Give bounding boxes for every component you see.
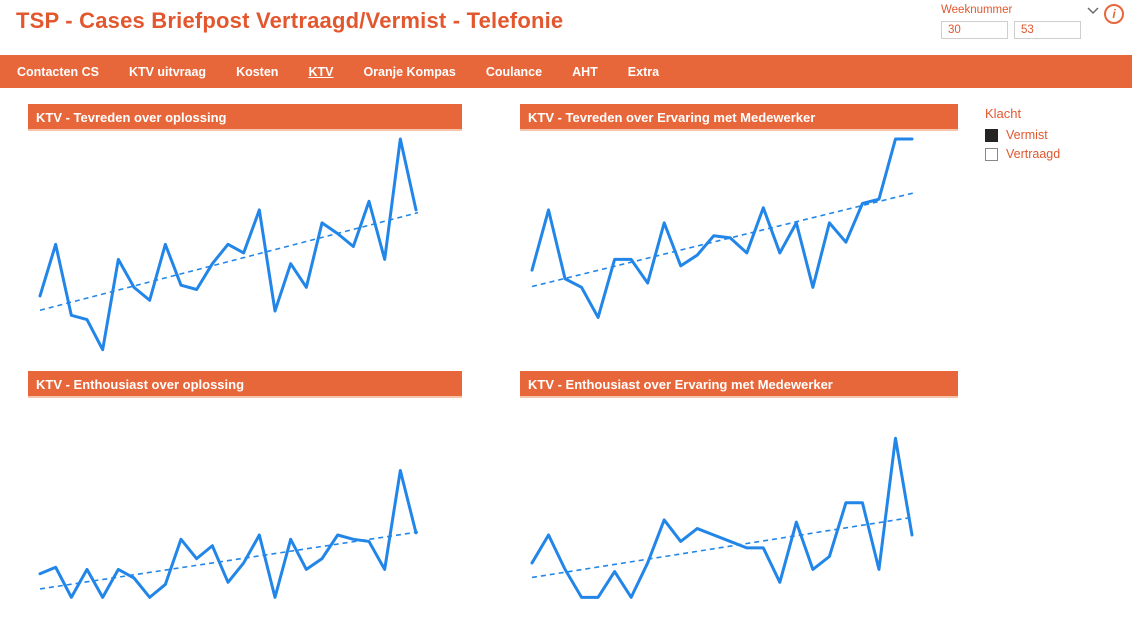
chart-title: KTV - Tevreden over oplossing — [28, 104, 462, 131]
page-title: TSP - Cases Briefpost Vertraagd/Vermist … — [16, 8, 564, 33]
trend-line — [531, 192, 915, 288]
chart-card-tevreden-medewerker: KTV - Tevreden over Ervaring met Medewer… — [520, 104, 958, 365]
tab-kosten[interactable]: Kosten — [236, 64, 279, 79]
line-chart-tevreden-medewerker[interactable] — [520, 131, 958, 365]
chart-card-enthousiast-oplossing: KTV - Enthousiast over oplossing — [28, 371, 462, 634]
line-chart-enthousiast-medewerker[interactable] — [520, 398, 958, 634]
line-chart-enthousiast-oplossing[interactable] — [28, 398, 462, 634]
data-line — [530, 436, 914, 599]
week-to-input[interactable] — [1014, 21, 1081, 39]
chart-title: KTV - Enthousiast over Ervaring met Mede… — [520, 371, 958, 398]
data-line — [38, 137, 418, 352]
line-chart-tevreden-oplossing[interactable] — [28, 131, 462, 365]
week-filter-label: Weeknummer — [941, 4, 1013, 16]
tab-ktv-uitvraag[interactable]: KTV uitvraag — [128, 64, 207, 79]
chart-title: KTV - Tevreden over Ervaring met Medewer… — [520, 104, 958, 131]
tab-aht[interactable]: AHT — [572, 64, 598, 79]
legend-item-vertraagd[interactable]: Vertraagd — [985, 147, 1125, 161]
tab-extra[interactable]: Extra — [627, 64, 660, 79]
chart-title: KTV - Enthousiast over oplossing — [28, 371, 462, 398]
data-line — [38, 469, 418, 599]
legend-item-label: Vermist — [1006, 128, 1048, 142]
klacht-legend: Klacht Vermist Vertraagd — [985, 106, 1125, 166]
legend-title: Klacht — [985, 106, 1022, 121]
legend-items: Vermist Vertraagd — [985, 128, 1125, 161]
info-icon[interactable]: i — [1104, 4, 1124, 24]
legend-item-label: Vertraagd — [1006, 147, 1061, 161]
chart-card-tevreden-oplossing: KTV - Tevreden over oplossing — [28, 104, 462, 365]
chart-card-enthousiast-medewerker: KTV - Enthousiast over Ervaring met Mede… — [520, 371, 958, 634]
trend-line — [531, 516, 915, 579]
trend-line — [39, 211, 419, 312]
week-from-input[interactable] — [941, 21, 1008, 39]
tab-ktv[interactable]: KTV — [308, 64, 334, 79]
legend-item-vermist[interactable]: Vermist — [985, 128, 1125, 142]
tab-coulance[interactable]: Coulance — [485, 64, 543, 79]
data-line — [530, 137, 914, 319]
tab-oranje-kompas[interactable]: Oranje Kompas — [363, 64, 456, 79]
chevron-down-icon[interactable] — [1086, 6, 1100, 16]
checkbox-checked-icon[interactable] — [985, 128, 998, 142]
checkbox-unchecked-icon[interactable] — [985, 147, 998, 161]
tab-contacten-cs[interactable]: Contacten CS — [17, 64, 99, 79]
nav-bar: Contacten CS KTV uitvraag Kosten KTV Oranje … — [0, 55, 1132, 88]
trend-line — [39, 531, 419, 590]
